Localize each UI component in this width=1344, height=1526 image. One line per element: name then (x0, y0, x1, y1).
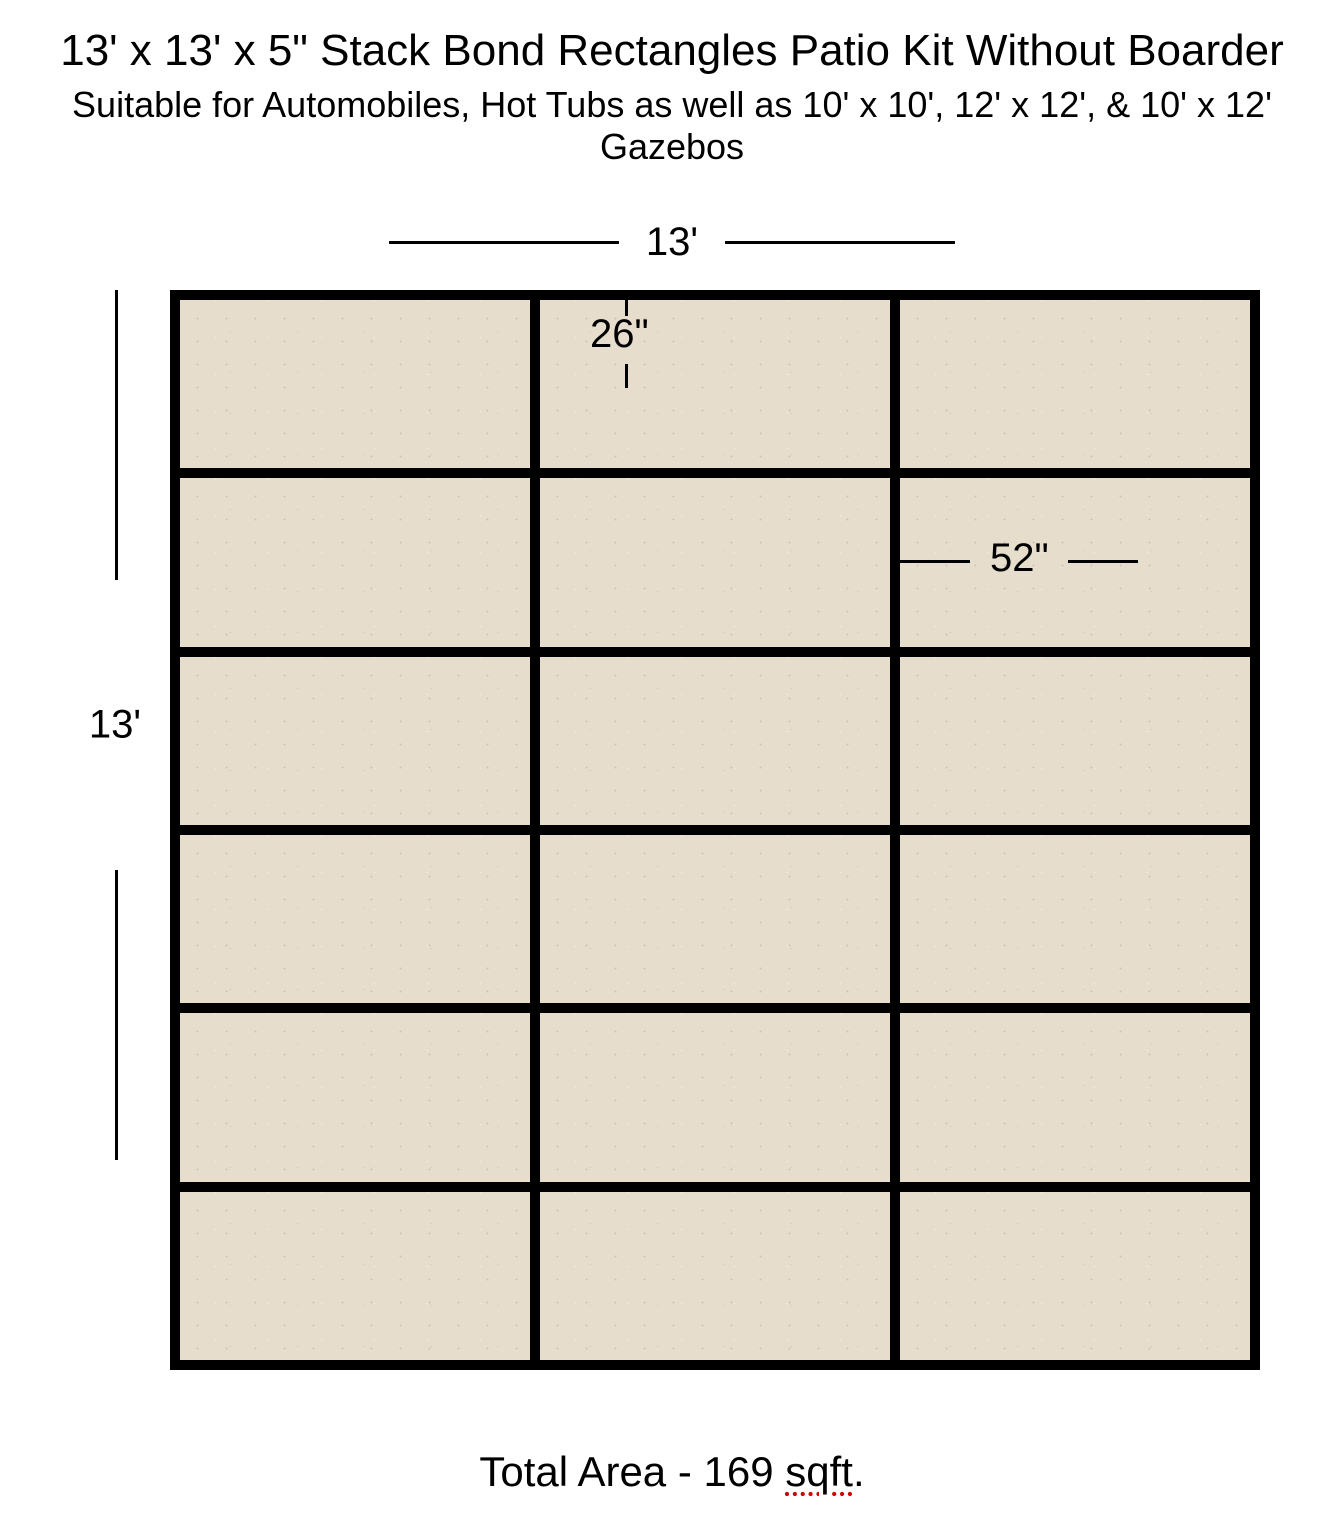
patio-cell (180, 1192, 530, 1360)
page: 13' x 13' x 5" Stack Bond Rectangles Pat… (0, 0, 1344, 1526)
footer-suffix: . (853, 1448, 865, 1495)
patio-cell (180, 835, 530, 1003)
callout-52-line-left (900, 560, 970, 563)
footer-prefix: Total Area - 169 (479, 1448, 785, 1495)
patio-cell (530, 300, 890, 468)
dimension-left: 13' (70, 290, 160, 1160)
patio-row (180, 468, 1250, 646)
patio-cell (530, 1192, 890, 1360)
patio-cell (180, 300, 530, 468)
patio-row (180, 647, 1250, 825)
dimension-top: 13' (0, 220, 1344, 265)
patio-grid-inner (180, 300, 1250, 1360)
page-title: 13' x 13' x 5" Stack Bond Rectangles Pat… (0, 26, 1344, 76)
patio-cell (890, 1013, 1250, 1181)
callout-26-tick-bottom (625, 364, 628, 388)
patio-cell (890, 835, 1250, 1003)
page-subtitle: Suitable for Automobiles, Hot Tubs as we… (0, 84, 1344, 168)
dimension-top-label: 13' (624, 220, 720, 265)
patio-cell (530, 478, 890, 646)
patio-cell (890, 657, 1250, 825)
dimension-left-label: 13' (89, 693, 141, 758)
footer-underlined: sqft (785, 1448, 853, 1495)
patio-row (180, 300, 1250, 468)
patio-cell (530, 835, 890, 1003)
patio-cell (180, 478, 530, 646)
footer-total-area: Total Area - 169 sqft. (0, 1448, 1344, 1496)
patio-row (180, 1003, 1250, 1181)
dimension-top-line-right (725, 241, 955, 244)
dimension-left-line-bottom (115, 870, 118, 1160)
patio-cell (180, 657, 530, 825)
patio-cell (890, 1192, 1250, 1360)
dimension-left-line-top (115, 290, 118, 580)
patio-cell (180, 1013, 530, 1181)
patio-grid (170, 290, 1260, 1370)
dimension-top-line-left (389, 241, 619, 244)
callout-52-line-right (1068, 560, 1138, 563)
patio-cell (530, 1013, 890, 1181)
callout-52-label: 52" (990, 536, 1049, 581)
patio-row (180, 1182, 1250, 1360)
callout-26-label: 26" (590, 312, 649, 357)
patio-row (180, 825, 1250, 1003)
patio-cell (530, 657, 890, 825)
patio-cell (890, 300, 1250, 468)
